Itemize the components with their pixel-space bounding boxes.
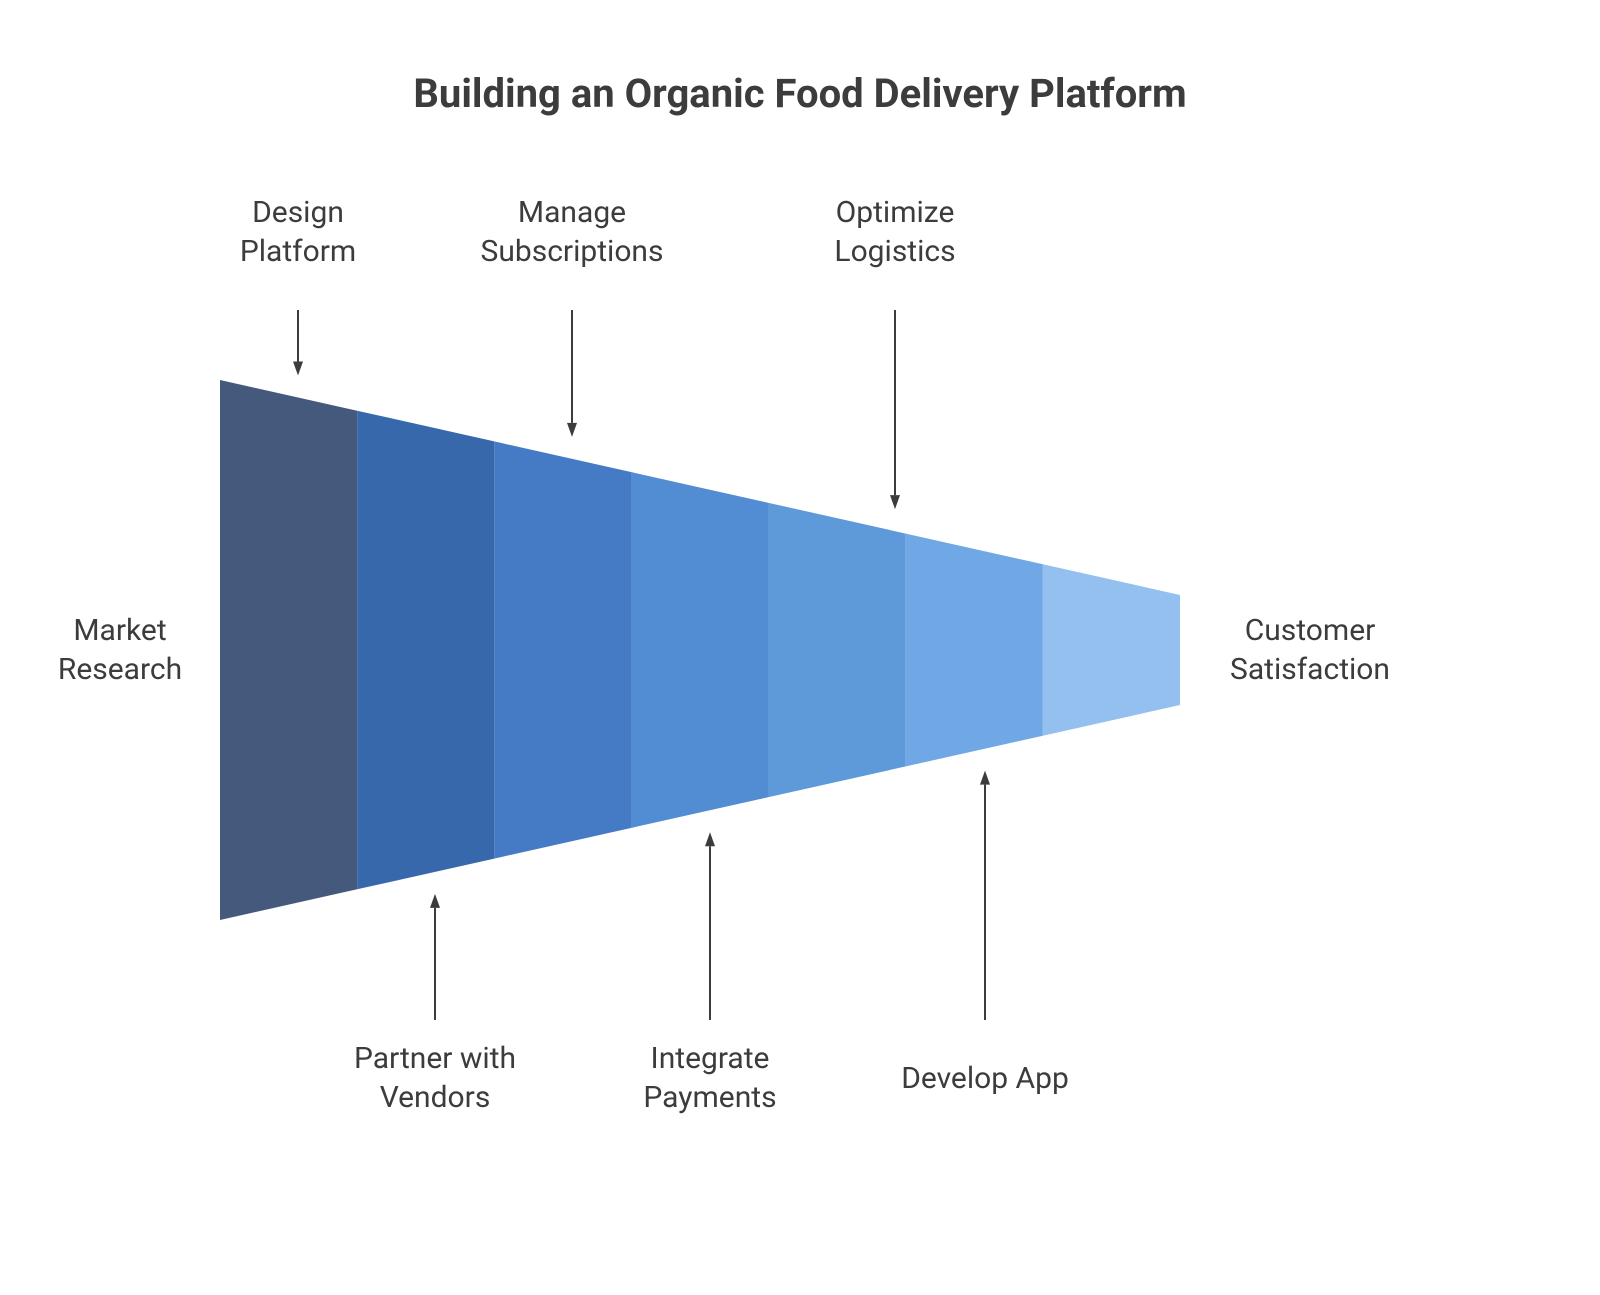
funnel-segment-6 <box>1043 564 1180 735</box>
label-bottom-1: Integrate Payments <box>643 1039 776 1117</box>
label-top-0: Design Platform <box>240 193 356 271</box>
funnel-segment-3 <box>631 472 768 828</box>
label-right: Customer Satisfaction <box>1230 611 1390 689</box>
arrow <box>567 310 577 437</box>
arrow <box>293 310 303 375</box>
label-bottom-0: Partner with Vendors <box>354 1039 516 1117</box>
funnel-segment-5 <box>906 534 1043 767</box>
funnel-segment-4 <box>769 503 906 797</box>
label-top-1: Manage Subscriptions <box>481 193 664 271</box>
funnel-segment-1 <box>357 411 494 890</box>
funnel-segment-2 <box>494 441 631 858</box>
arrow <box>980 771 990 1020</box>
arrow <box>890 310 900 509</box>
label-left: Market Research <box>58 611 182 689</box>
label-bottom-2: Develop App <box>901 1059 1069 1098</box>
arrow <box>430 894 440 1020</box>
label-top-2: Optimize Logistics <box>834 193 955 271</box>
funnel-segment-0 <box>220 380 357 920</box>
arrow <box>705 832 715 1020</box>
